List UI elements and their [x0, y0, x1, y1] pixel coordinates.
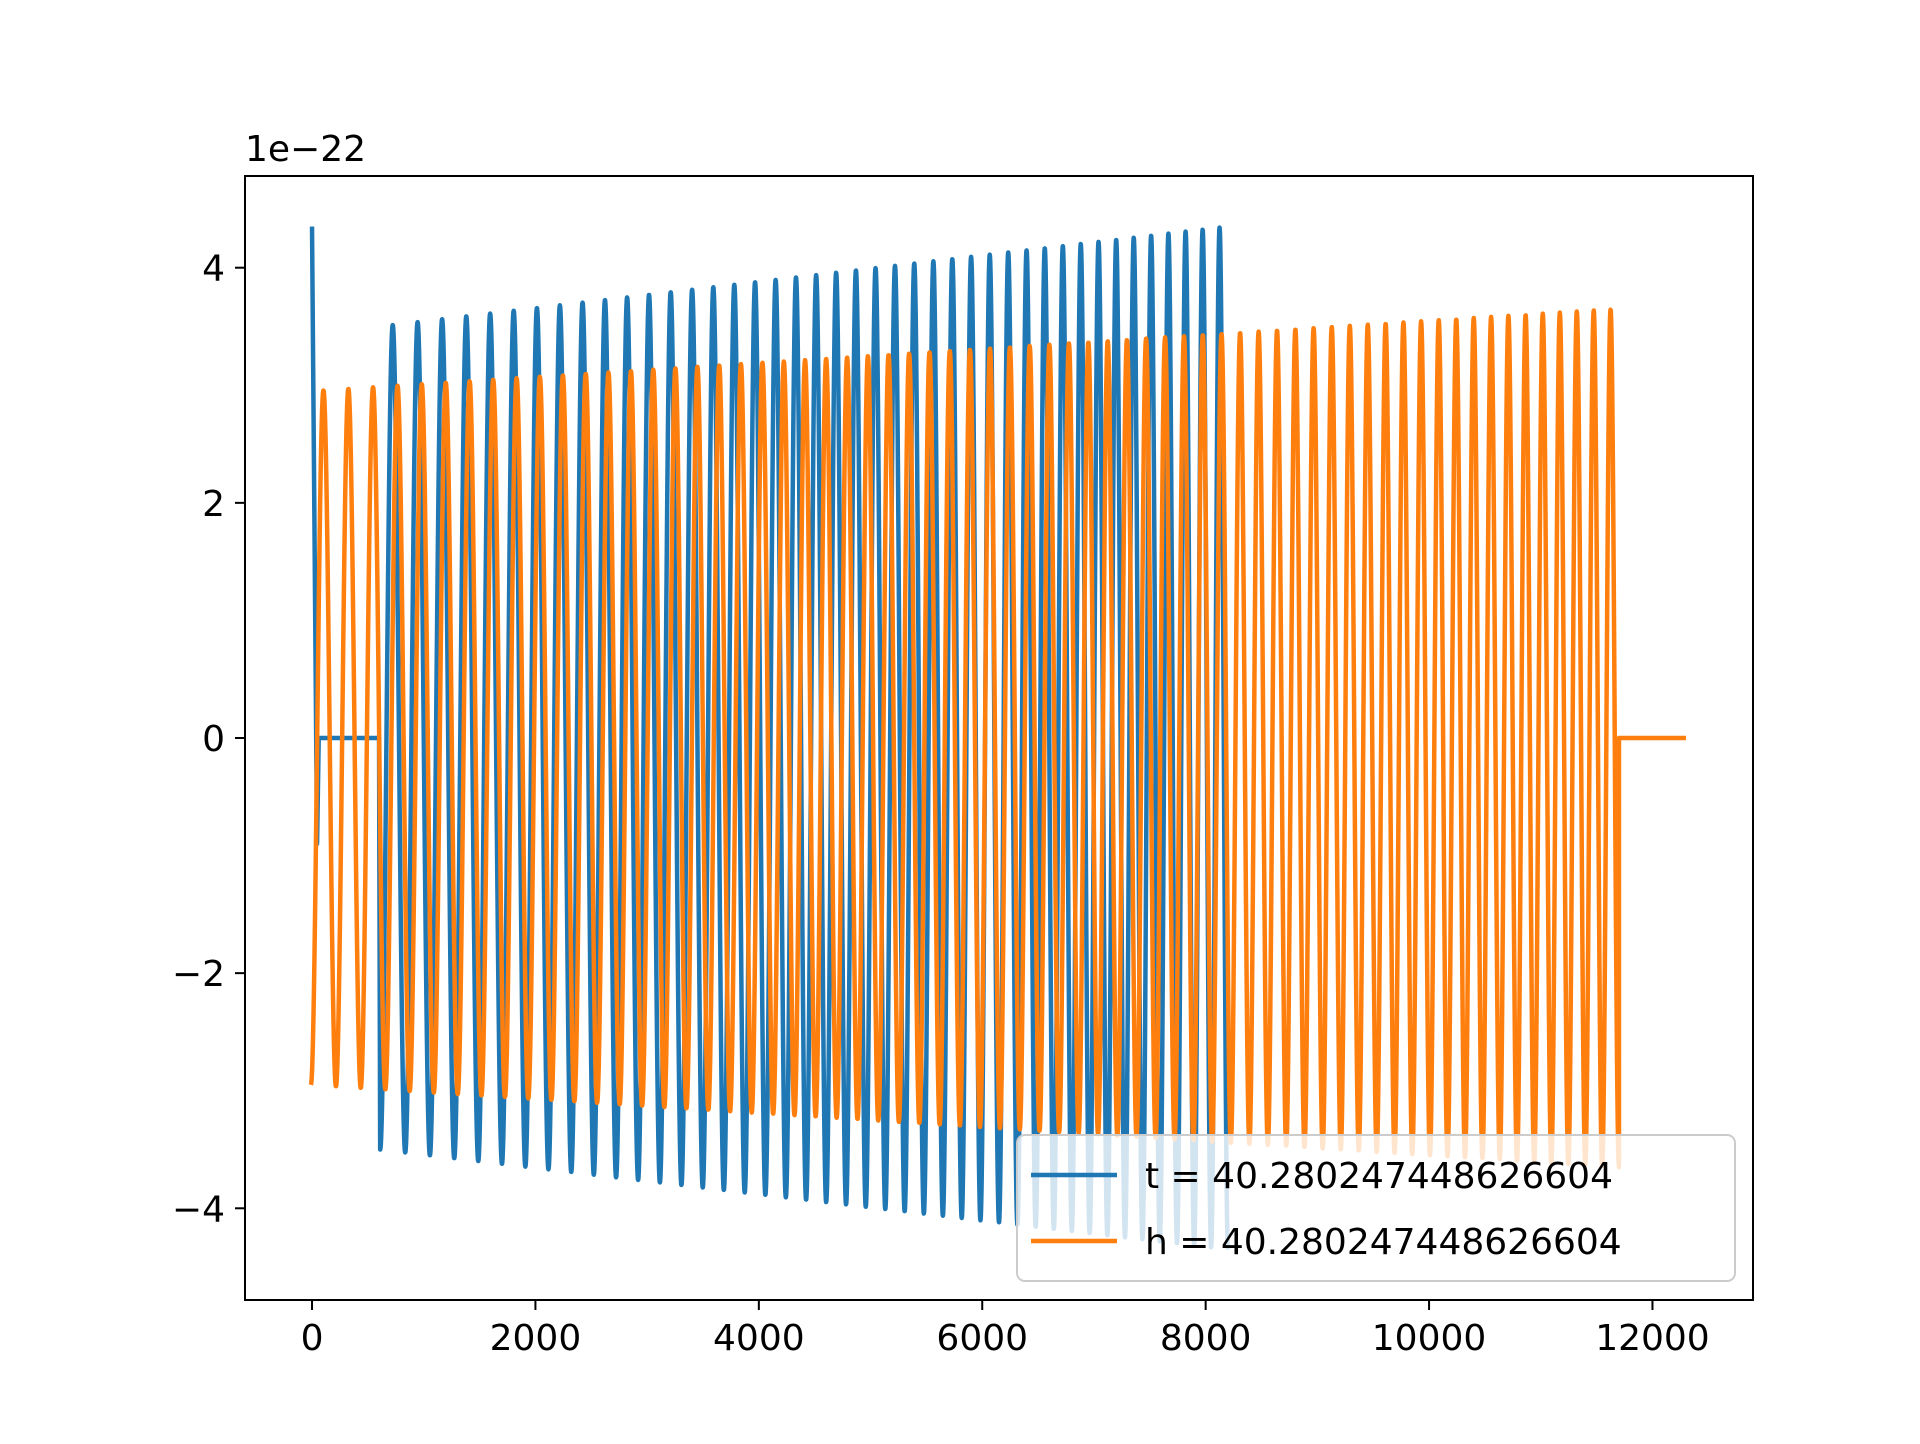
- legend-label: h = 40.280247448626604: [1145, 1222, 1622, 1263]
- series-layer: [308, 225, 1686, 1251]
- y-axis: −4 −2 0 2 4: [172, 249, 245, 1230]
- x-axis: 0 2000 4000 6000 8000 10000 12000: [301, 1300, 1710, 1359]
- x-tick-label: 12000: [1595, 1318, 1710, 1359]
- x-tick-label: 4000: [713, 1318, 805, 1359]
- series-line-h: [308, 307, 1686, 1170]
- series-line-t: [309, 225, 1231, 1251]
- y-tick-label: 2: [202, 484, 225, 525]
- legend-box: [1016, 1134, 1736, 1282]
- x-tick-label: 10000: [1372, 1318, 1487, 1359]
- x-tick-label: 0: [301, 1318, 324, 1359]
- y-tick-label: 4: [202, 249, 225, 290]
- y-offset-label: 1e−22: [245, 129, 366, 170]
- y-tick-label: 0: [202, 719, 225, 760]
- x-tick-label: 8000: [1160, 1318, 1252, 1359]
- x-tick-label: 2000: [490, 1318, 582, 1359]
- legend-label: t = 40.280247448626604: [1145, 1156, 1613, 1197]
- legend: t = 40.280247448626604 h = 40.28024744862…: [1016, 1134, 1736, 1282]
- y-tick-label: −2: [172, 954, 225, 995]
- x-tick-label: 6000: [936, 1318, 1028, 1359]
- y-tick-label: −4: [172, 1189, 225, 1230]
